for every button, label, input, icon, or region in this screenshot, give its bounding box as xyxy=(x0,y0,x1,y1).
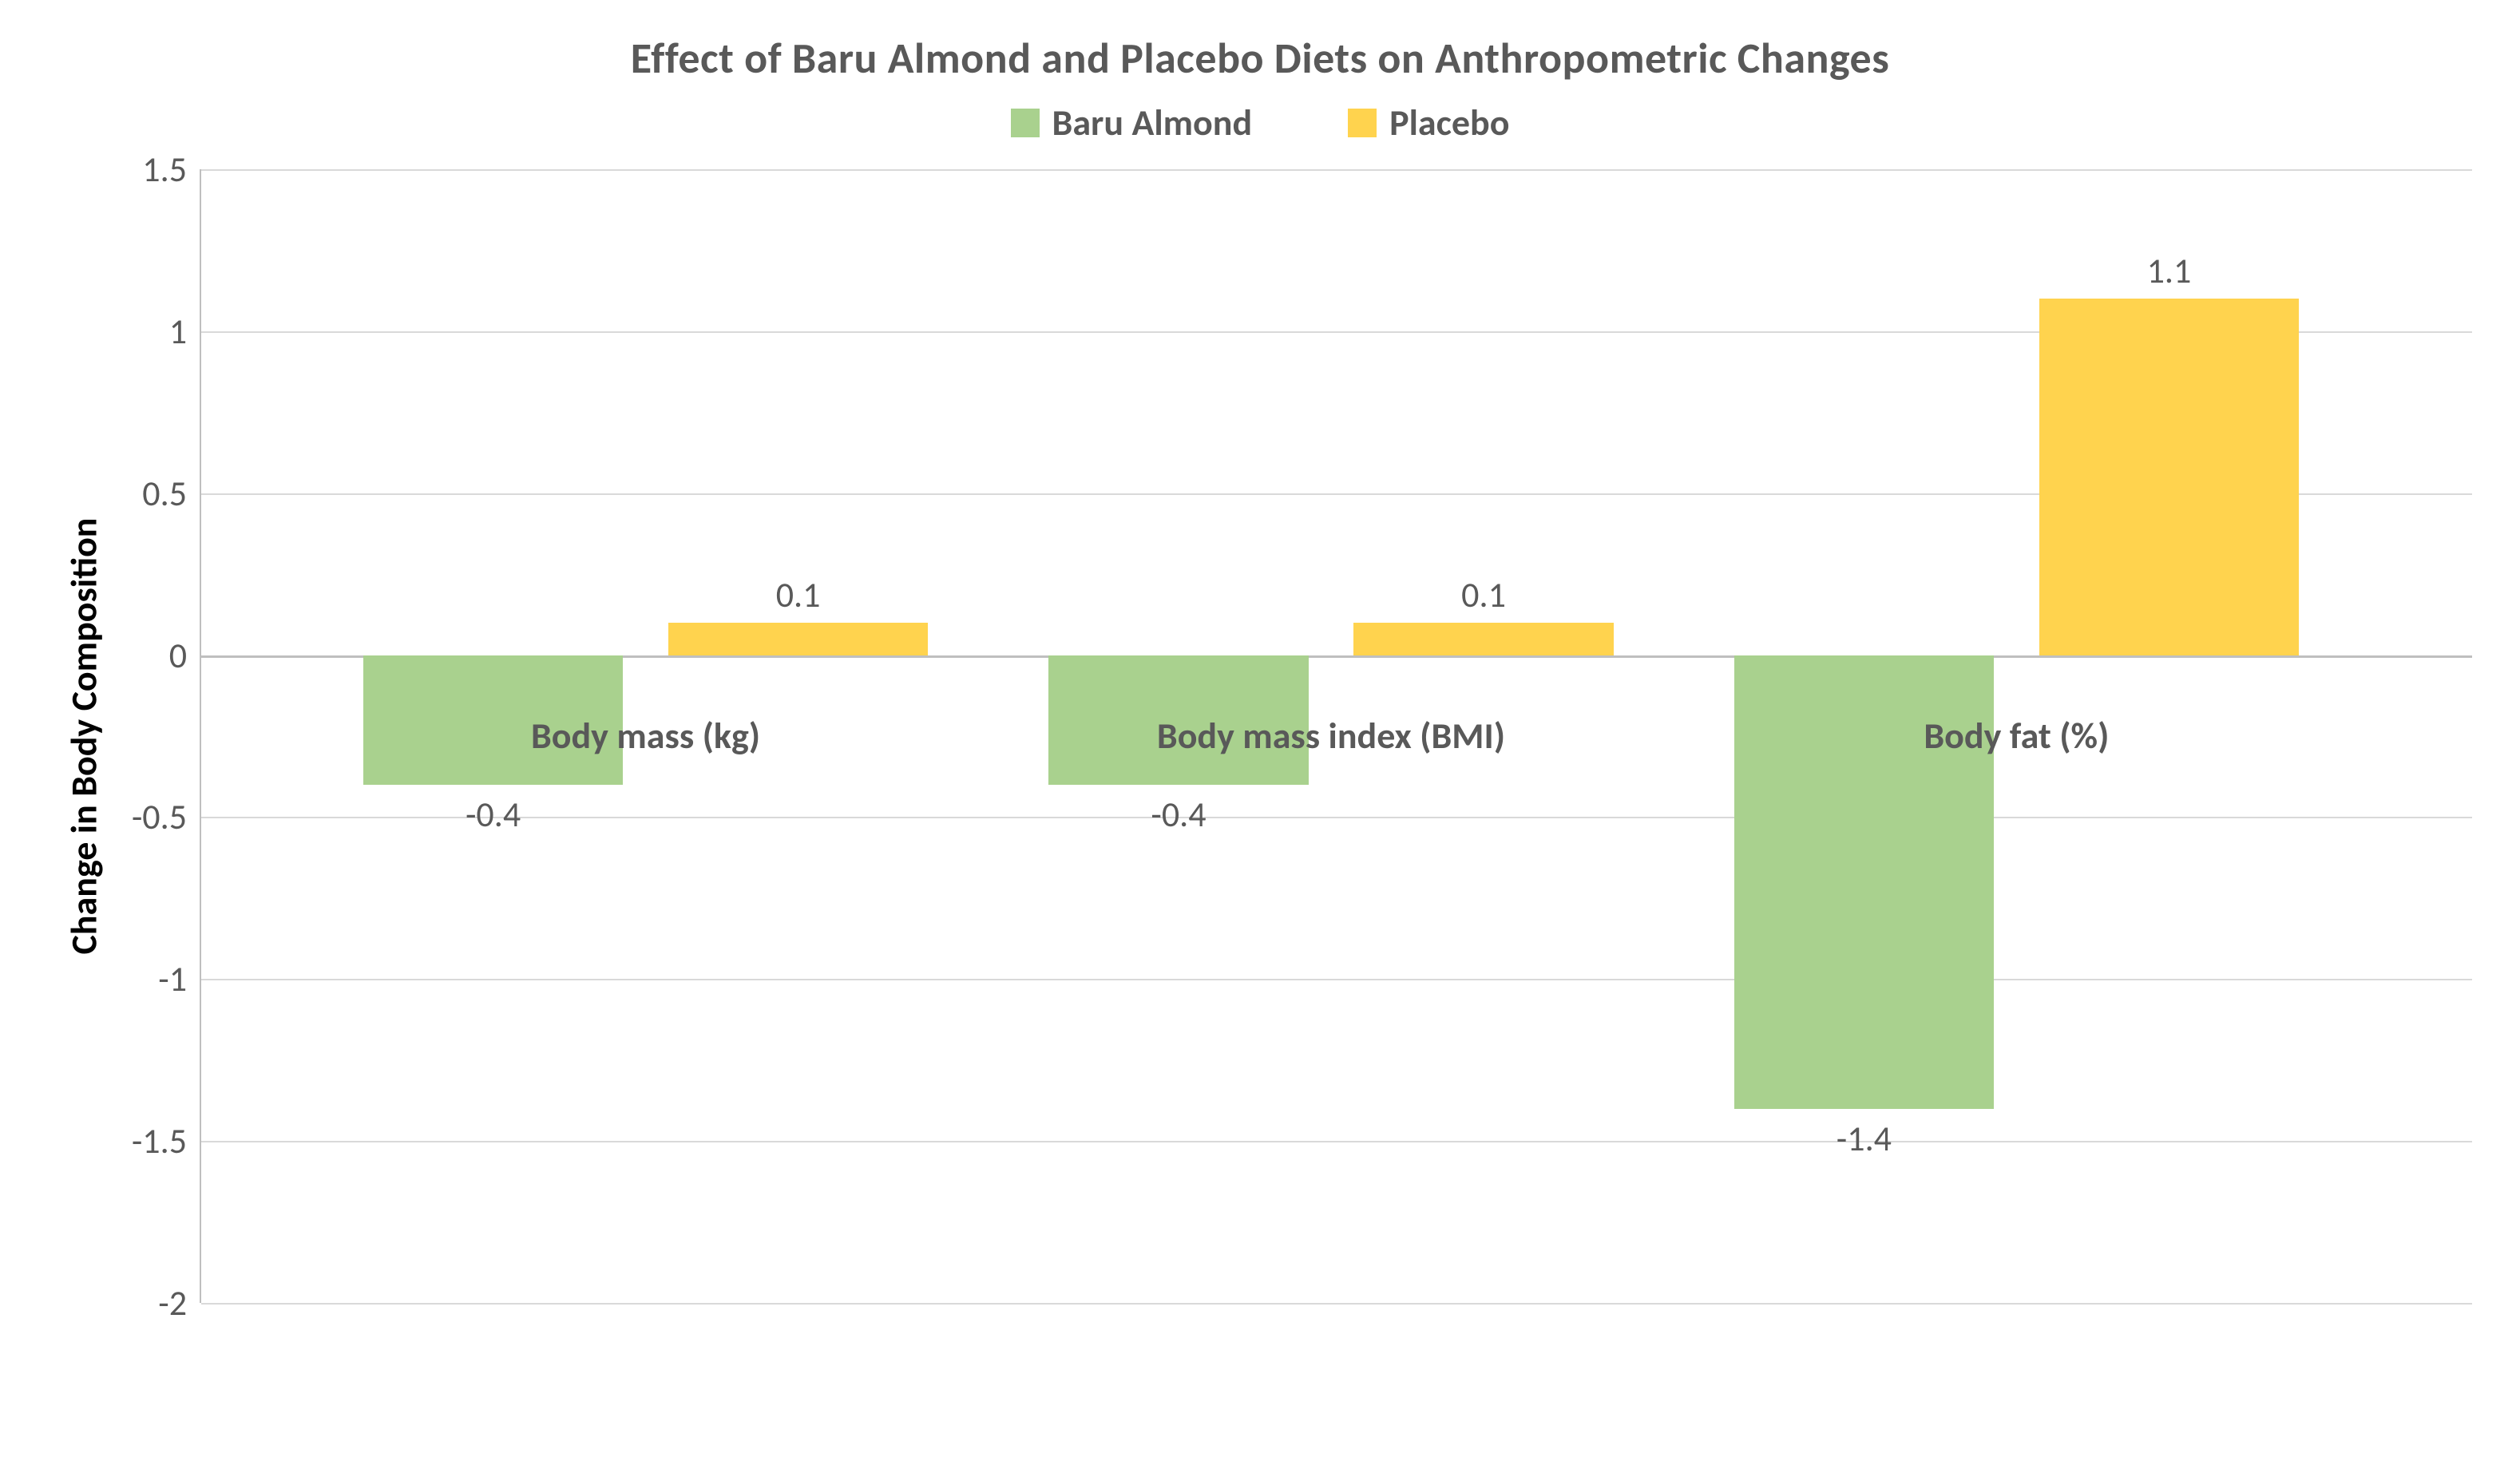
gridline xyxy=(201,1141,2472,1142)
chart-title: Effect of Baru Almond and Placebo Diets … xyxy=(48,32,2472,85)
category-label: Body mass index (BMI) xyxy=(989,714,1674,758)
category-label: Body mass (kg) xyxy=(303,714,988,758)
y-tick-label: -1.5 xyxy=(132,1119,187,1162)
legend-label-placebo: Placebo xyxy=(1389,101,1509,145)
plot-area: -0.4 0.1 Body mass (kg) -0.4 0.1 Body mass in… xyxy=(200,169,2472,1303)
bar xyxy=(668,623,928,655)
legend-item-placebo: Placebo xyxy=(1348,101,1509,145)
chart-container: Effect of Baru Almond and Placebo Diets … xyxy=(0,0,2520,1461)
y-axis-label: Change in Body Composition xyxy=(61,518,106,955)
legend: Baru Almond Placebo xyxy=(48,101,2472,145)
plot-row: Change in Body Composition -2-1.5-1-0.50… xyxy=(48,169,2472,1303)
y-tick-label: 1.5 xyxy=(142,148,187,191)
ylabel-container: Change in Body Composition xyxy=(48,169,120,1303)
y-tick-label: -0.5 xyxy=(132,795,187,838)
bar xyxy=(1353,623,1613,655)
gridline xyxy=(201,169,2472,171)
legend-label-baru: Baru Almond xyxy=(1052,101,1253,145)
legend-swatch-placebo xyxy=(1348,109,1377,137)
y-tick-column: -2-1.5-1-0.500.511.5 xyxy=(120,169,200,1303)
legend-item-baru: Baru Almond xyxy=(1011,101,1253,145)
legend-swatch-baru xyxy=(1011,109,1040,137)
data-label: -0.4 xyxy=(315,793,671,836)
data-label: -0.4 xyxy=(1000,793,1356,836)
y-tick-label: 1 xyxy=(169,310,187,353)
y-tick-label: 0 xyxy=(169,634,187,677)
y-tick-label: -1 xyxy=(158,957,187,1000)
data-label: 0.1 xyxy=(620,573,976,616)
y-tick-label: 0.5 xyxy=(142,472,187,515)
data-label: -1.4 xyxy=(1686,1117,2042,1160)
gridline xyxy=(201,979,2472,980)
category-label: Body fat (%) xyxy=(1674,714,2359,758)
data-label: 1.1 xyxy=(1991,249,2347,292)
data-label: 0.1 xyxy=(1306,573,1661,616)
gridline xyxy=(201,1303,2472,1305)
y-tick-label: -2 xyxy=(158,1281,187,1324)
bar xyxy=(2039,299,2299,655)
